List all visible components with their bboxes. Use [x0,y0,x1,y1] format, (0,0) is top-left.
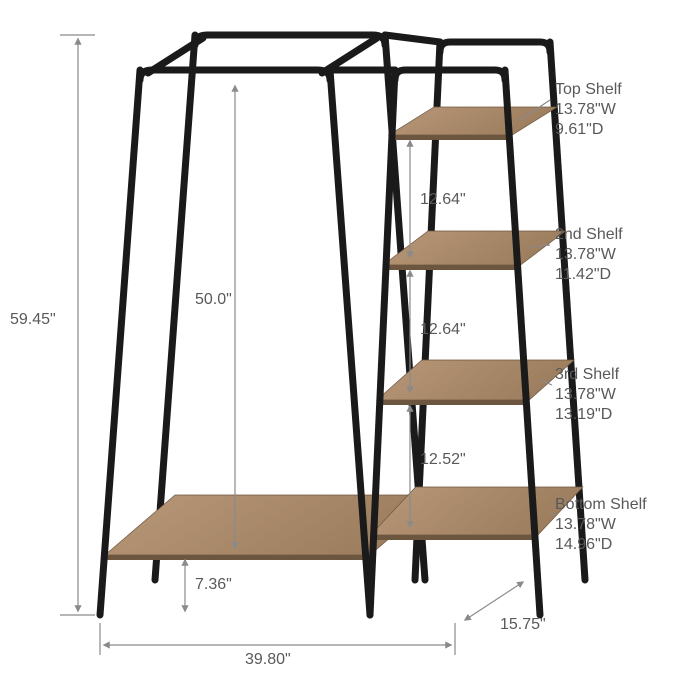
shelf-top-w: 13.78"W [555,100,622,120]
shelf-3rd-label: 3rd Shelf 13.78"W 13.19"D [555,365,619,425]
shelf-bottom-d: 14.96"D [555,535,647,555]
shelf-bottom-w: 13.78"W [555,515,647,535]
dim-width-total: 39.80" [245,650,291,670]
dim-total-height: 59.45" [10,310,80,330]
dim-depth-total-value: 15.75" [500,616,546,633]
shelf-top-d: 9.61"D [555,120,622,140]
dim-hanging-drop-value: 50.0" [195,291,232,308]
dim-total-height-value: 59.45" [10,311,56,328]
dim-width-total-value: 39.80" [245,651,291,668]
dim-bottom-gap: 7.36" [195,575,232,595]
dim-shelf-gap-3-value: 12.52" [420,451,466,468]
shelf-2nd-d: 11.42"D [555,265,623,285]
shelf-2nd-label: 2nd Shelf 13.78"W 11.42"D [555,225,623,285]
dim-shelf-gap-1-value: 12.64" [420,191,466,208]
shelf-bottom-label: Bottom Shelf 13.78"W 14.96"D [555,495,647,555]
dim-bottom-gap-value: 7.36" [195,576,232,593]
shelf-top-title: Top Shelf [555,80,622,100]
dim-shelf-gap-1: 12.64" [420,190,466,210]
shelf-3rd-d: 13.19"D [555,405,619,425]
dim-hanging-drop: 50.0" [195,290,232,310]
shelf-3rd-w: 13.78"W [555,385,619,405]
shelf-2nd-title: 2nd Shelf [555,225,623,245]
dim-shelf-gap-3: 12.52" [420,450,466,470]
dim-depth-total: 15.75" [500,615,546,635]
shelf-top-label: Top Shelf 13.78"W 9.61"D [555,80,622,140]
dim-shelf-gap-2: 12.64" [420,320,466,340]
shelf-bottom-title: Bottom Shelf [555,495,647,515]
dim-shelf-gap-2-value: 12.64" [420,321,466,338]
shelf-3rd-title: 3rd Shelf [555,365,619,385]
diagram-stage: 59.45" 50.0" 7.36" 39.80" 15.75" 12.64" … [0,0,700,700]
shelf-2nd-w: 13.78"W [555,245,623,265]
